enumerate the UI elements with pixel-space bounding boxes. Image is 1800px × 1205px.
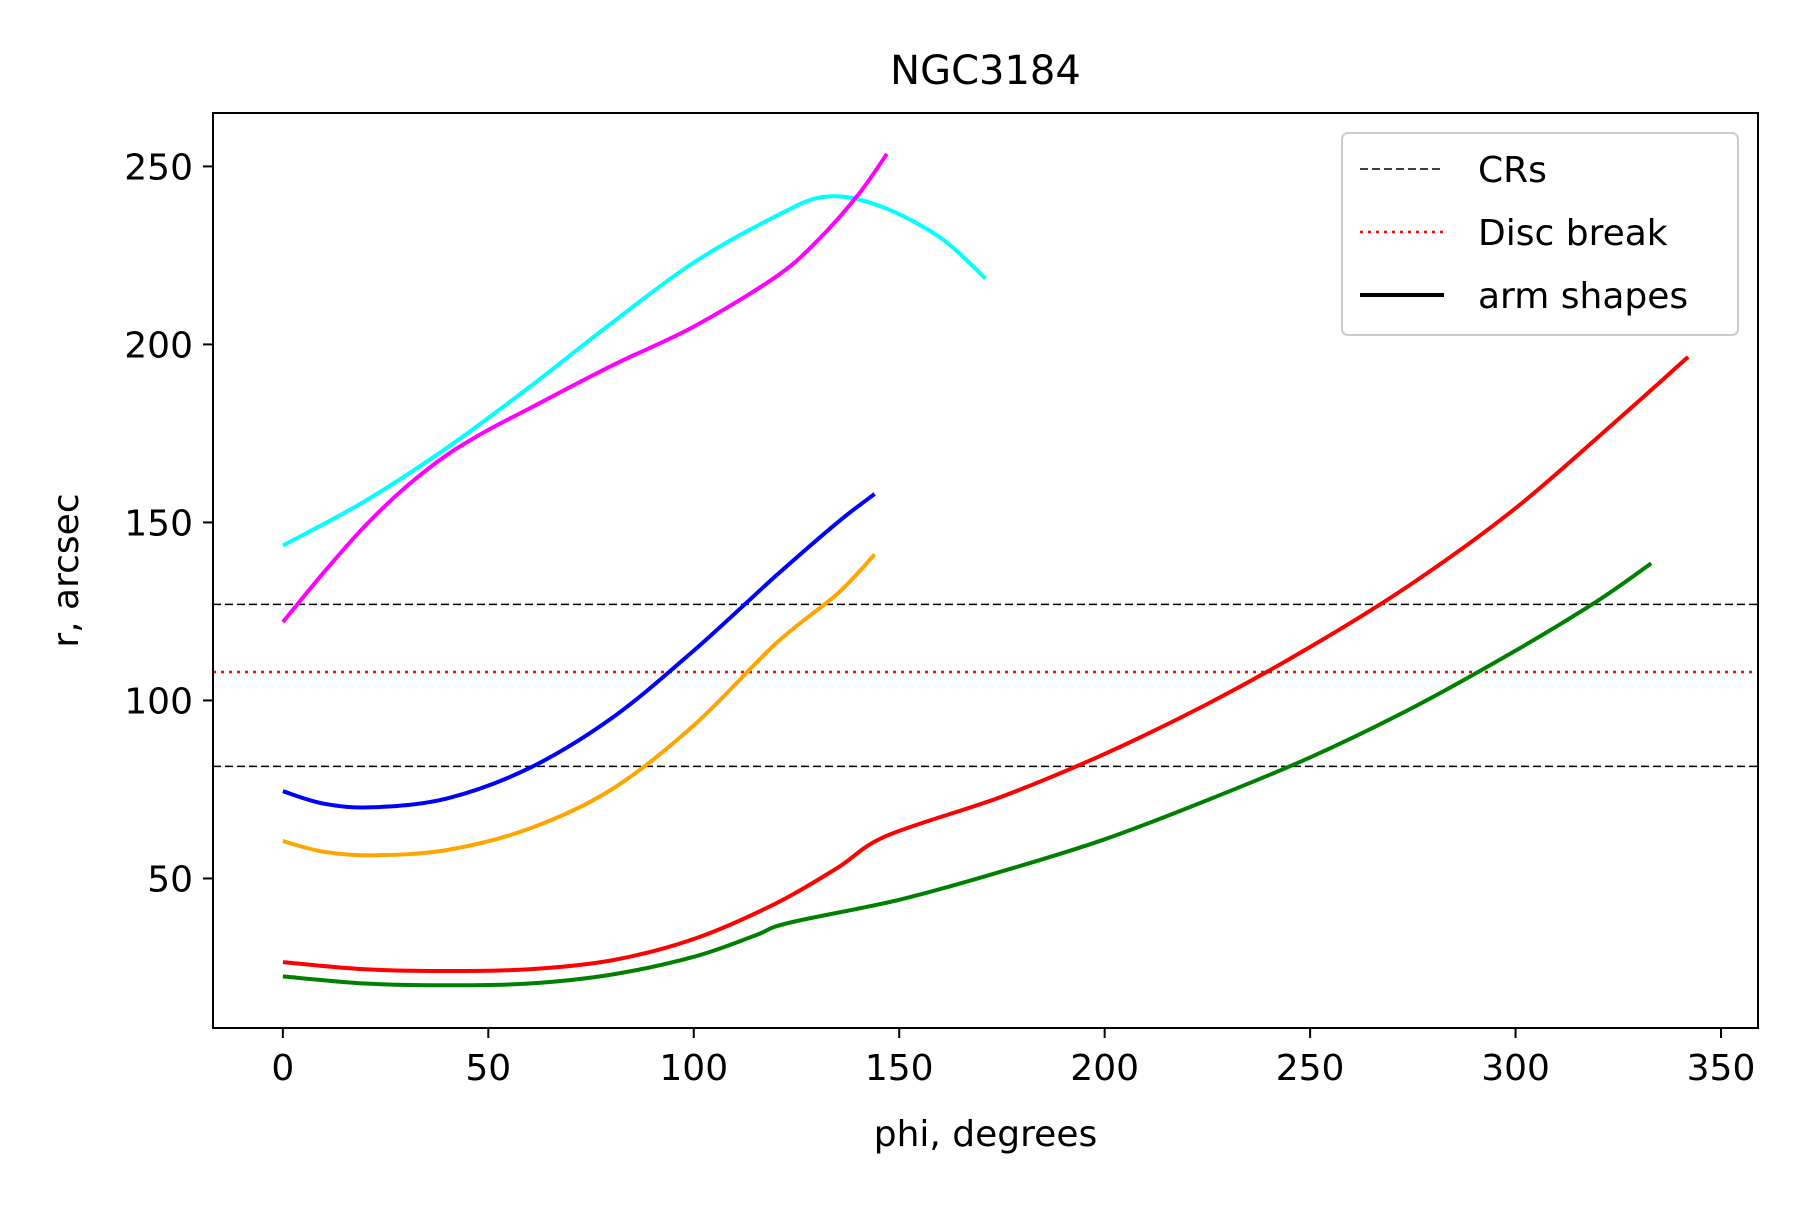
series-lines	[281, 152, 1690, 988]
legend-label-disc-break: Disc break	[1478, 213, 1668, 254]
y-tick-label: 100	[124, 681, 193, 722]
x-axis-ticks: 0 50 100 150 200 250 300 350	[271, 1028, 1755, 1089]
arm-series-magenta	[281, 152, 889, 624]
x-tick-label: 0	[271, 1048, 294, 1089]
y-tick-label: 50	[147, 859, 193, 900]
x-tick-label: 300	[1481, 1048, 1550, 1089]
x-axis-label: phi, degrees	[874, 1114, 1097, 1155]
legend: CRs Disc break arm shapes	[1341, 132, 1739, 336]
reference-lines	[213, 603, 1758, 768]
y-axis-label: r, arcsec	[46, 493, 87, 647]
plot-frame	[212, 112, 1759, 1029]
x-tick-label: 150	[865, 1048, 934, 1089]
x-tick-label: 200	[1070, 1048, 1139, 1089]
arm-series-red	[282, 355, 1690, 973]
chart-title: NGC3184	[890, 48, 1081, 94]
x-tick-label: 100	[659, 1048, 728, 1089]
x-tick-label: 250	[1276, 1048, 1345, 1089]
arm-series-cyan	[281, 194, 987, 548]
legend-label-crs: CRs	[1478, 150, 1547, 191]
legend-box	[1341, 132, 1739, 336]
x-tick-label: 50	[465, 1048, 511, 1089]
y-axis-ticks: 50 100 150 200 250	[124, 147, 213, 900]
y-tick-label: 150	[124, 503, 193, 544]
x-tick-label: 350	[1687, 1048, 1756, 1089]
arm-series-green	[282, 561, 1653, 988]
y-tick-label: 200	[124, 325, 193, 366]
legend-label-arm-shapes: arm shapes	[1478, 276, 1688, 317]
arm-series-orange	[282, 553, 877, 858]
y-tick-label: 250	[124, 147, 193, 188]
arm-series-blue	[282, 492, 876, 810]
